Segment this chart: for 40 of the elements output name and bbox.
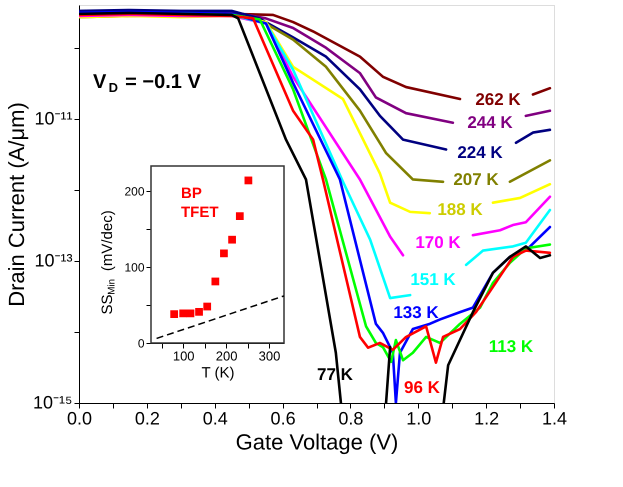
x-tick-label: 0.6 bbox=[270, 408, 296, 428]
x-tick-label: 1.0 bbox=[406, 408, 432, 428]
x-axis-title: T (K) bbox=[201, 364, 235, 382]
annotation: 207 K bbox=[453, 170, 500, 189]
y-tick-label: 100 bbox=[124, 260, 145, 275]
annotation: 170 K bbox=[415, 233, 462, 252]
point bbox=[228, 236, 236, 244]
annotation: 188 K bbox=[437, 200, 484, 219]
x-tick-label: 1.4 bbox=[542, 408, 568, 428]
point bbox=[236, 212, 244, 220]
y-axis-title: SSMin (mV/dec) bbox=[99, 210, 118, 314]
y-tick-label: 10⁻¹³ bbox=[34, 250, 72, 270]
annotation: 262 K bbox=[475, 90, 522, 109]
annotation: 133 K bbox=[393, 303, 440, 322]
x-axis-title: Gate Voltage (V) bbox=[236, 430, 398, 454]
y-tick-label: 0 bbox=[138, 336, 145, 350]
annotation: 151 K bbox=[410, 270, 456, 289]
annotation: 224 K bbox=[457, 143, 504, 162]
x-tick-label: 100 bbox=[172, 348, 195, 364]
y-axis-title: Drain Current (A/μm) bbox=[4, 102, 30, 307]
x-tick-label: 200 bbox=[216, 348, 238, 364]
x-tick-label: 1.2 bbox=[474, 408, 500, 428]
annotation: 77 K bbox=[317, 365, 354, 384]
annotation: 96 K bbox=[404, 378, 441, 397]
point bbox=[170, 310, 178, 318]
y-tick-label: 10⁻¹¹ bbox=[34, 108, 72, 128]
point bbox=[186, 310, 194, 318]
point bbox=[220, 249, 228, 258]
x-tick-label: 0.8 bbox=[338, 408, 364, 428]
point bbox=[203, 302, 212, 310]
y-tick-label: 200 bbox=[124, 184, 145, 199]
point bbox=[244, 176, 252, 184]
annotation: 244 K bbox=[467, 113, 514, 132]
annotation: 113 K bbox=[488, 337, 534, 356]
annotation: BP TFET bbox=[181, 185, 218, 221]
point bbox=[195, 308, 203, 316]
x-tick-label: 300 bbox=[258, 348, 280, 364]
x-tick-label: 0.2 bbox=[134, 408, 160, 428]
point bbox=[211, 278, 220, 286]
x-tick-label: 0.4 bbox=[202, 408, 228, 428]
